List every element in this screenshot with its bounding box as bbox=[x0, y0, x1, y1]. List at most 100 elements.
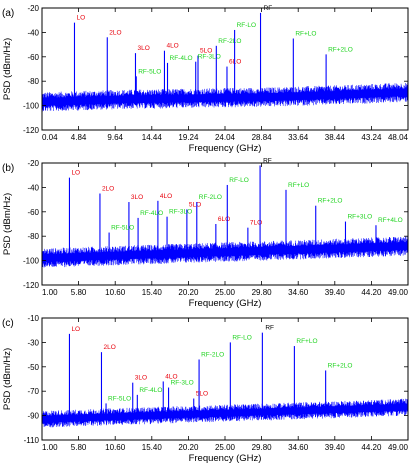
peak-label: 4LO bbox=[166, 43, 178, 50]
peak-label: RF-3LO bbox=[169, 209, 192, 216]
x-tick-label: 39.40 bbox=[325, 288, 346, 297]
x-tick-label: 38.44 bbox=[325, 133, 346, 142]
chart-panel-3: LO 2LO 3LO 4LO 5LO RF-5LO RF-4LO RF-3LO RF-2LO RF… bbox=[2, 314, 409, 464]
x-tick-label: 20.20 bbox=[178, 288, 199, 297]
panel-label: (b) bbox=[2, 163, 14, 174]
peak-label: RF+4LO bbox=[378, 217, 403, 224]
plot-frame bbox=[41, 162, 409, 286]
peak-label: RF-2LO bbox=[201, 351, 224, 358]
y-tick-label: -100 bbox=[23, 257, 40, 266]
x-tick-label: 29.80 bbox=[252, 288, 273, 297]
chart-panel-2: LO 2LO 3LO 4LO 5LO 6LO 7LO RF-5LO RF-4LO RF-3LO RF… bbox=[2, 157, 409, 309]
peak-label: RF-4LO bbox=[139, 387, 162, 394]
x-tick-label: 4.84 bbox=[71, 133, 87, 142]
x-tick-label: 49.00 bbox=[388, 443, 409, 452]
peak-label: 7LO bbox=[250, 220, 262, 227]
x-tick-label: 34.60 bbox=[288, 288, 309, 297]
peak-label: RF bbox=[263, 157, 272, 164]
y-tick-label: -100 bbox=[23, 102, 40, 111]
x-tick-label: 0.04 bbox=[42, 133, 58, 142]
noise-floor-band bbox=[42, 242, 408, 263]
peak-label: RF+LO bbox=[295, 31, 316, 38]
x-tick-label: 15.40 bbox=[142, 443, 163, 452]
x-tick-label: 25.00 bbox=[215, 288, 236, 297]
x-tick-label: 49.00 bbox=[388, 288, 409, 297]
x-tick-label: 1.00 bbox=[42, 288, 58, 297]
peak-label: RF-3LO bbox=[171, 380, 194, 387]
peak-label: 2LO bbox=[102, 186, 114, 193]
peak-label: RF+2LO bbox=[328, 362, 353, 369]
peak-label: RF+LO bbox=[288, 182, 309, 189]
x-tick-label: 28.84 bbox=[252, 133, 273, 142]
x-tick-label: 44.20 bbox=[361, 288, 382, 297]
peak-label: RF-LO bbox=[229, 177, 249, 184]
peak-label: LO bbox=[76, 15, 85, 22]
peak-label: 5LO bbox=[189, 201, 201, 208]
x-axis-label: Frequency (GHz) bbox=[189, 143, 262, 154]
x-tick-label: 14.44 bbox=[142, 133, 163, 142]
y-tick-label: -20 bbox=[27, 4, 39, 13]
x-tick-label: 5.80 bbox=[71, 443, 87, 452]
peak-label: RF-LO bbox=[237, 22, 256, 29]
x-tick-label: 9.64 bbox=[107, 133, 123, 142]
peak-label: 3LO bbox=[137, 45, 149, 52]
y-tick-label: -120 bbox=[23, 126, 40, 135]
peak-label: LO bbox=[71, 326, 80, 333]
peak-label: RF+2LO bbox=[328, 46, 353, 53]
x-tick-label: 20.20 bbox=[178, 443, 199, 452]
y-tick-label: -120 bbox=[23, 281, 40, 290]
x-axis-label: Frequency (GHz) bbox=[189, 298, 262, 309]
peak-label: 4LO bbox=[165, 373, 177, 380]
peak-label: 3LO bbox=[135, 375, 147, 382]
peak-label: 3LO bbox=[131, 194, 143, 201]
y-tick-label: -20 bbox=[27, 159, 39, 168]
plot-frame bbox=[41, 7, 409, 131]
peak-label: RF-LO bbox=[232, 334, 252, 341]
x-tick-label: 34.60 bbox=[288, 443, 309, 452]
noise-floor-band bbox=[42, 403, 408, 423]
peak-label: RF-5LO bbox=[108, 395, 131, 402]
x-tick-label: 19.24 bbox=[178, 133, 199, 142]
x-tick-label: 43.24 bbox=[361, 133, 382, 142]
noise-floor-band bbox=[42, 88, 408, 106]
x-tick-label: 48.04 bbox=[388, 133, 409, 142]
y-tick-label: -70 bbox=[27, 387, 39, 396]
y-tick-label: -110 bbox=[24, 436, 40, 445]
y-axis-label: PSD (dBm/Hz) bbox=[2, 348, 13, 410]
peak-label: RF-5LO bbox=[138, 68, 161, 75]
chart-panel-1: LO2LO3LO4LO5LO6LORF-5LORF-4LORF-3LORF-2L… bbox=[2, 4, 409, 154]
peak-label: RF-2LO bbox=[218, 38, 241, 45]
peak-label: RF-3LO bbox=[198, 54, 221, 61]
y-tick-label: -80 bbox=[27, 232, 39, 241]
y-tick-label: -80 bbox=[27, 77, 39, 86]
x-tick-label: 10.60 bbox=[105, 443, 126, 452]
peak-label: 4LO bbox=[160, 193, 172, 200]
x-tick-label: 10.60 bbox=[105, 288, 126, 297]
x-tick-label: 39.40 bbox=[325, 443, 346, 452]
x-tick-label: 15.40 bbox=[142, 288, 163, 297]
peak-label: 2LO bbox=[109, 29, 121, 36]
peak-label: LO bbox=[71, 170, 80, 177]
y-tick-label: -90 bbox=[27, 412, 39, 421]
panel-label: (a) bbox=[2, 8, 14, 19]
peak-label: 2LO bbox=[103, 344, 115, 351]
peak-label: 5LO bbox=[196, 391, 208, 398]
y-axis-label: PSD (dBm/Hz) bbox=[2, 38, 13, 100]
panel-label: (c) bbox=[2, 318, 14, 329]
x-tick-label: 5.80 bbox=[71, 288, 87, 297]
peak-label: RF-2LO bbox=[199, 194, 222, 201]
y-tick-label: -30 bbox=[27, 338, 39, 347]
y-tick-label: -60 bbox=[27, 208, 39, 217]
x-tick-label: 24.04 bbox=[215, 133, 236, 142]
peak-label: 6LO bbox=[218, 216, 230, 223]
peak-label: RF-4LO bbox=[170, 55, 193, 62]
y-axis-label: PSD (dBm/Hz) bbox=[2, 193, 13, 255]
y-tick-label: -40 bbox=[27, 183, 39, 192]
peak-label: 5LO bbox=[200, 48, 212, 55]
x-tick-label: 1.00 bbox=[42, 443, 58, 452]
peak-label: RF-5LO bbox=[111, 225, 134, 232]
x-tick-label: 29.80 bbox=[252, 443, 273, 452]
peak-label: RF+2LO bbox=[318, 198, 343, 205]
